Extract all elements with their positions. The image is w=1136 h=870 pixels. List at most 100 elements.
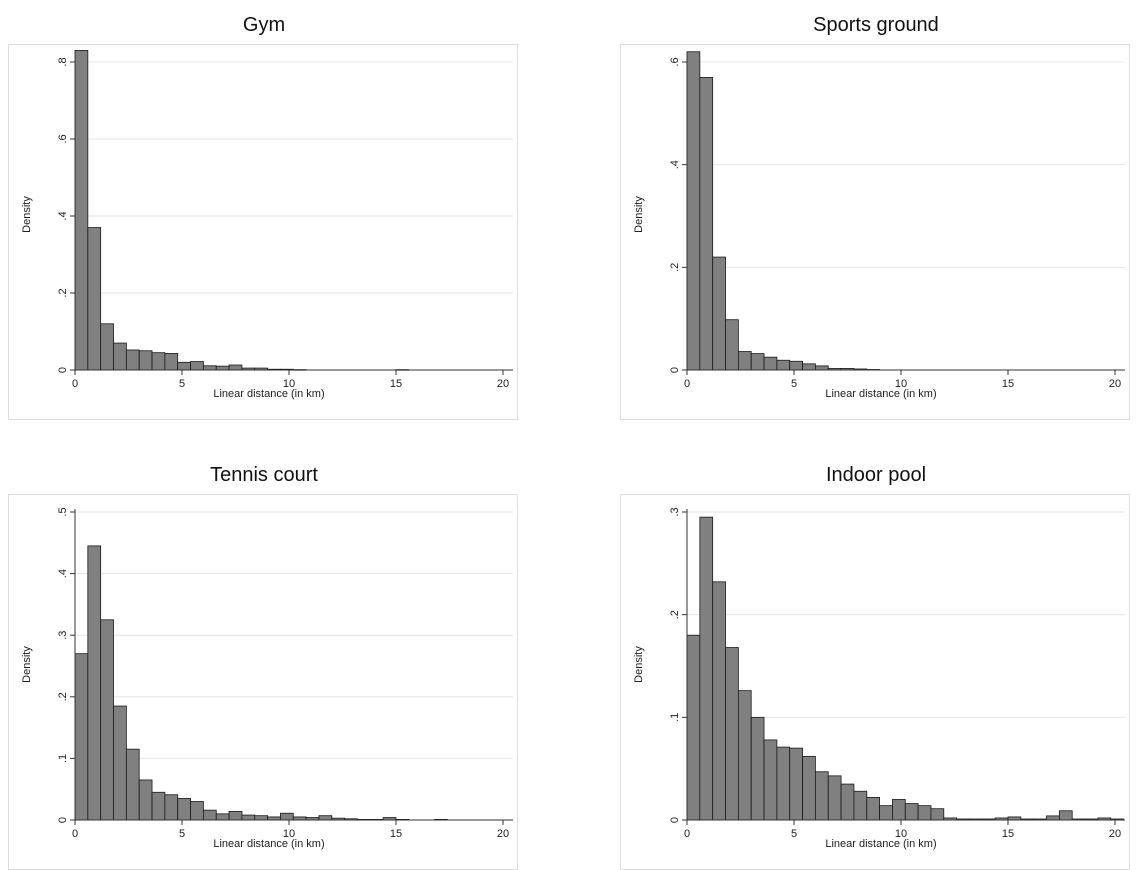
histogram-bar bbox=[1058, 810, 1073, 821]
histogram-bar bbox=[254, 815, 268, 821]
x-axis-label: Linear distance (in km) bbox=[825, 388, 936, 400]
histogram-bar bbox=[699, 516, 714, 821]
y-tick-label: 0 bbox=[669, 367, 681, 373]
histogram-bar bbox=[814, 771, 829, 821]
histogram-bar bbox=[215, 813, 230, 821]
y-axis-label: Density bbox=[633, 196, 645, 233]
histogram-bar bbox=[737, 351, 752, 371]
histogram-bar bbox=[866, 797, 880, 821]
histogram-bar bbox=[814, 365, 829, 371]
histogram-bar bbox=[74, 653, 89, 821]
histogram-bar bbox=[712, 256, 726, 371]
x-tick-label: 5 bbox=[179, 828, 185, 840]
x-tick-label: 20 bbox=[497, 828, 509, 840]
histogram-bar bbox=[280, 812, 294, 821]
histogram-bar bbox=[827, 775, 842, 821]
x-axis-label: Linear distance (in km) bbox=[825, 838, 936, 850]
chart-title: Gym bbox=[242, 14, 286, 36]
y-tick-label: .6 bbox=[669, 57, 681, 66]
y-tick-label: .1 bbox=[57, 754, 69, 763]
histogram-bar bbox=[138, 350, 153, 371]
x-tick-label: 20 bbox=[497, 378, 509, 390]
histogram-bar bbox=[202, 365, 217, 371]
histogram-indoor-pool: 0 .1 .2 .3 0 5 10 15 20 Linear distance (in km) De… bbox=[633, 507, 1125, 850]
histogram-bar bbox=[712, 581, 726, 821]
histogram-sports-ground: 0 .2 .4 .6 0 5 10 15 20 Linear distance (in km) De… bbox=[633, 51, 1125, 400]
y-tick-label: .2 bbox=[669, 263, 681, 272]
y-tick-label: .2 bbox=[57, 288, 69, 297]
histogram-bar bbox=[789, 360, 803, 371]
x-axis-label: Linear distance (in km) bbox=[213, 388, 324, 400]
histogram-bar bbox=[853, 790, 868, 821]
y-tick-label: .1 bbox=[669, 713, 681, 722]
histogram-bar bbox=[802, 755, 816, 821]
x-tick-label: 10 bbox=[283, 378, 295, 390]
y-axis-label: Density bbox=[21, 196, 33, 233]
y-axis-label: Density bbox=[21, 646, 33, 683]
histogram-bar bbox=[318, 815, 333, 821]
x-tick-label: 15 bbox=[390, 378, 402, 390]
y-tick-label: .6 bbox=[57, 134, 69, 143]
x-tick-label: 5 bbox=[791, 828, 797, 840]
histogram-bar bbox=[699, 77, 714, 371]
x-tick-label: 10 bbox=[895, 828, 907, 840]
x-tick-label: 5 bbox=[791, 378, 797, 390]
y-tick-label: .2 bbox=[669, 610, 681, 619]
histogram-bar bbox=[164, 794, 179, 821]
y-tick-label: .2 bbox=[57, 692, 69, 701]
histogram-bar bbox=[686, 51, 701, 371]
histogram-bar bbox=[177, 361, 191, 371]
x-tick-label: 15 bbox=[1002, 828, 1014, 840]
chart-panel-indoor-pool: Indoor pool 0 .1 .2 .3 0 5 10 15 20 Linear distan… bbox=[616, 450, 1136, 870]
y-tick-label: 0 bbox=[57, 367, 69, 373]
chart-panel-gym: Gym 0 .2 .4 .6 .8 0 5 10 15 20 Linear distance (in… bbox=[4, 0, 524, 420]
y-tick-label: .3 bbox=[57, 631, 69, 640]
histogram-bar bbox=[686, 634, 701, 821]
histogram-bar bbox=[74, 50, 89, 371]
chart-panel-tennis-court: Tennis court 0 .1 .2 .3 .4 .5 0 5 10 15 20 Linear d… bbox=[4, 450, 524, 870]
histogram-bar bbox=[802, 363, 816, 371]
histogram-bar bbox=[789, 747, 803, 821]
y-axis-label: Density bbox=[633, 646, 645, 683]
y-tick-label: 0 bbox=[57, 817, 69, 823]
histogram-bar bbox=[879, 805, 893, 821]
histogram-bar bbox=[151, 791, 166, 821]
x-tick-label: 10 bbox=[895, 378, 907, 390]
chart-panel-sports-ground: Sports ground 0 .2 .4 .6 0 5 10 15 20 Linear dist… bbox=[616, 0, 1136, 420]
histogram-bar bbox=[725, 319, 739, 371]
histogram-bar bbox=[100, 619, 114, 821]
y-tick-label: .5 bbox=[57, 507, 69, 516]
histogram-tennis-court: 0 .1 .2 .3 .4 .5 0 5 10 15 20 Linear distance (in k… bbox=[21, 507, 513, 850]
x-tick-label: 15 bbox=[390, 828, 402, 840]
y-tick-label: .3 bbox=[669, 507, 681, 516]
histogram-bar bbox=[215, 365, 230, 371]
histogram-bar bbox=[840, 783, 855, 821]
histogram-bar bbox=[776, 359, 791, 371]
x-tick-label: 10 bbox=[283, 828, 295, 840]
histogram-bar bbox=[228, 364, 243, 371]
y-tick-label: 0 bbox=[669, 817, 681, 823]
x-tick-label: 5 bbox=[179, 378, 185, 390]
y-tick-label: .8 bbox=[57, 57, 69, 66]
x-tick-label: 20 bbox=[1109, 378, 1121, 390]
x-tick-label: 0 bbox=[684, 828, 690, 840]
histogram-bar bbox=[113, 342, 127, 371]
histogram-gym: 0 .2 .4 .6 .8 0 5 10 15 20 Linear distance (in km)… bbox=[21, 50, 513, 400]
x-tick-label: 0 bbox=[72, 378, 78, 390]
y-tick-label: .4 bbox=[57, 569, 69, 578]
histogram-bar bbox=[151, 352, 166, 371]
histogram-bar bbox=[87, 227, 102, 371]
histogram-bar bbox=[892, 799, 906, 821]
x-tick-label: 15 bbox=[1002, 378, 1014, 390]
histogram-bar bbox=[190, 801, 204, 821]
y-tick-label: .4 bbox=[57, 211, 69, 220]
histogram-bar bbox=[917, 805, 932, 821]
histogram-bar bbox=[228, 810, 243, 821]
x-tick-label: 20 bbox=[1109, 828, 1121, 840]
histogram-bar bbox=[113, 705, 127, 821]
histogram-bar bbox=[87, 545, 102, 821]
histogram-bar bbox=[737, 690, 752, 821]
histogram-bar bbox=[100, 323, 114, 371]
histogram-bar bbox=[750, 353, 765, 371]
histogram-bar bbox=[164, 353, 179, 371]
